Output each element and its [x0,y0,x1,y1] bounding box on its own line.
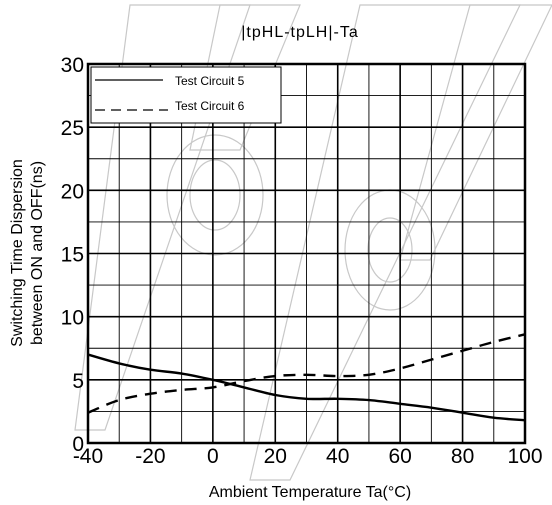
x-tick-label: -20 [135,445,165,468]
x-tick-label: 80 [451,445,474,468]
y-tick-label: 10 [61,307,84,330]
legend: Test Circuit 5 Test Circuit 6 [90,66,282,124]
watermark [74,4,552,481]
y-tick-labels: 0 5 10 15 20 25 30 [61,54,84,456]
x-tick-label: -40 [73,445,103,468]
y-tick-label: 0 [72,433,84,456]
y-tick-label: 20 [61,180,84,203]
x-tick-label: 100 [507,445,542,468]
series-line-2 [87,333,526,414]
x-axis-label: Ambient Temperature Ta(°C) [209,484,411,501]
legend-box [90,66,282,124]
x-tick-label: 40 [326,445,349,468]
y-axis-label: Switching Time Dispersion between ON and… [9,159,46,347]
chart-title: |tpHL-tpLH|-Ta [241,24,358,41]
x-tick-label: 60 [388,445,411,468]
x-tick-label: 0 [207,445,219,468]
y-axis-label-line-1: Switching Time Dispersion [9,159,26,347]
series-line-1 [87,353,526,422]
x-tick-label: 20 [264,445,287,468]
plot-frame [86,62,527,445]
x-tick-labels: -40 -20 0 20 40 60 80 100 [73,445,543,468]
legend-label-series-1: Test Circuit 5 [175,74,245,88]
y-tick-label: 25 [61,117,84,140]
y-tick-label: 30 [61,54,84,77]
y-tick-label: 5 [72,370,84,393]
y-axis-label-line-2: between ON and OFF(ns) [29,161,46,345]
series-layer [87,333,526,422]
y-tick-label: 15 [61,244,84,267]
legend-label-series-2: Test Circuit 6 [175,99,245,113]
